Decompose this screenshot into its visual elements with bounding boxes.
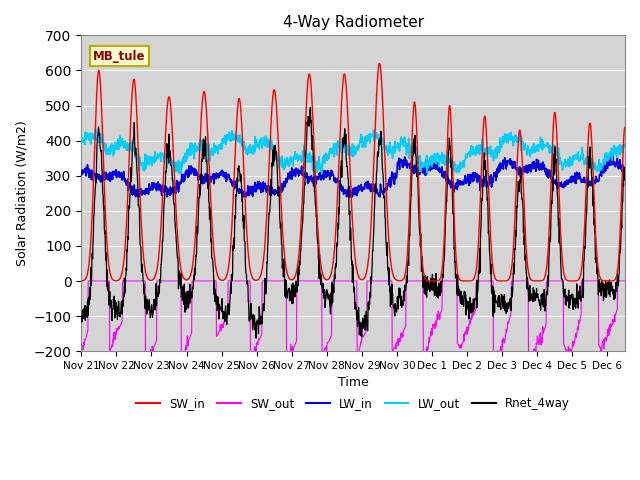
X-axis label: Time: Time (338, 376, 369, 389)
Text: MB_tule: MB_tule (93, 49, 146, 62)
Y-axis label: Solar Radiation (W/m2): Solar Radiation (W/m2) (15, 120, 28, 266)
Legend: SW_in, SW_out, LW_in, LW_out, Rnet_4way: SW_in, SW_out, LW_in, LW_out, Rnet_4way (132, 392, 575, 415)
Title: 4-Way Radiometer: 4-Way Radiometer (283, 15, 424, 30)
